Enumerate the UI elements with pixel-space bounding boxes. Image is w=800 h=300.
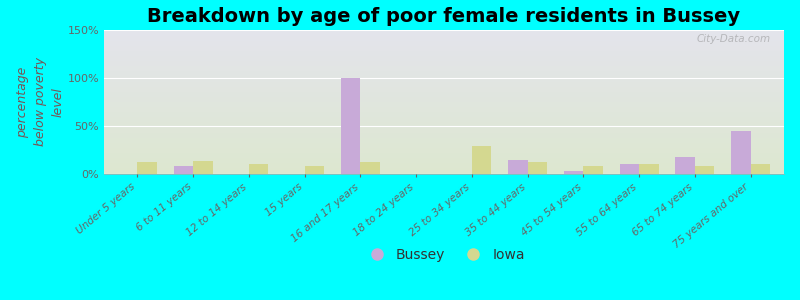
- Bar: [508, 160, 528, 174]
- Bar: [360, 161, 380, 174]
- Bar: [583, 166, 603, 174]
- Legend: Bussey, Iowa: Bussey, Iowa: [358, 243, 530, 268]
- Title: Breakdown by age of poor female residents in Bussey: Breakdown by age of poor female resident…: [147, 7, 741, 26]
- Bar: [193, 160, 213, 174]
- Bar: [675, 157, 695, 174]
- Bar: [305, 166, 324, 174]
- Bar: [731, 131, 750, 174]
- Bar: [528, 163, 547, 174]
- Text: City-Data.com: City-Data.com: [696, 34, 770, 44]
- Bar: [174, 166, 193, 174]
- Y-axis label: percentage
below poverty
level: percentage below poverty level: [16, 58, 65, 146]
- Bar: [249, 164, 269, 174]
- Bar: [138, 163, 157, 174]
- Bar: [341, 78, 360, 174]
- Bar: [695, 166, 714, 174]
- Bar: [619, 164, 639, 174]
- Bar: [750, 164, 770, 174]
- Bar: [472, 146, 491, 174]
- Bar: [564, 171, 583, 174]
- Bar: [639, 164, 658, 174]
